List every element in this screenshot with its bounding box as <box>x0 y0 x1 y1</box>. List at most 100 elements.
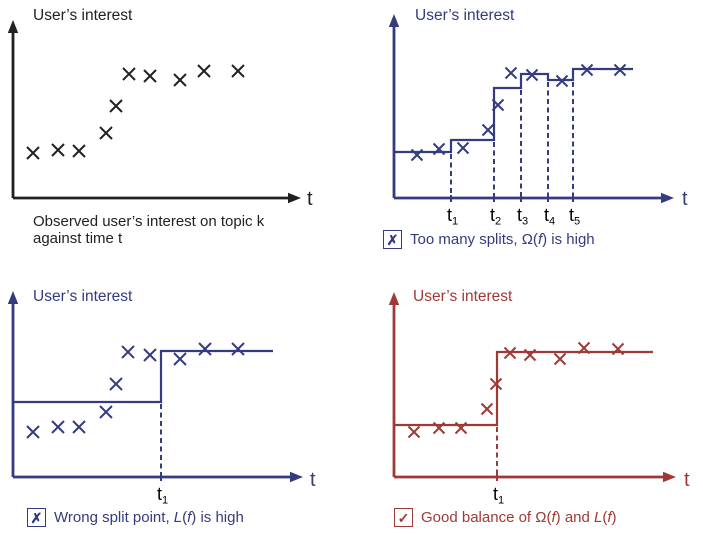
math-symbol: f <box>551 509 556 526</box>
math-symbol: f <box>607 509 612 526</box>
too-many-splits-plot: t1 t2 t3 t4 t5 <box>388 14 674 228</box>
x-axis-arrow-icon <box>661 192 674 204</box>
math-symbol: f <box>187 509 192 526</box>
data-point-x <box>173 352 187 366</box>
data-point-x <box>99 405 113 419</box>
data-point-x <box>231 342 245 356</box>
caption-wrong-split: ✗ Wrong split point, L(f) is high <box>27 508 244 527</box>
data-point-x <box>611 342 625 356</box>
x-axis-label-wrong-split: t <box>310 469 316 491</box>
wrong-split-point-plot: t1 <box>7 291 303 507</box>
step-function-line <box>394 350 653 427</box>
chart-title-wrong-split: User’s interest <box>33 288 133 305</box>
data-point-x <box>555 74 569 88</box>
caption-line-1: Observed user’s interest on topic k <box>33 213 265 230</box>
caption-fragment: Too many splits, <box>410 231 522 248</box>
caption-fragment: ( <box>182 509 188 526</box>
check-icon: ✓ <box>394 508 413 527</box>
caption-fragment: ) <box>611 509 617 526</box>
data-point-x <box>580 63 594 77</box>
data-point-x <box>72 144 86 158</box>
data-point-x <box>26 425 40 439</box>
data-point-x <box>121 345 135 359</box>
data-point-x <box>143 69 157 83</box>
math-symbol: L <box>173 509 183 526</box>
data-point-x <box>456 141 470 155</box>
chart-title-too-many: User’s interest <box>415 7 515 24</box>
caption-fragment: ( <box>602 509 608 526</box>
caption-fragment: ) is high <box>191 509 244 526</box>
caption-fragment: ) and <box>555 509 595 526</box>
data-point-x <box>51 420 65 434</box>
x-axis-label-observed: t <box>307 188 313 210</box>
data-point-x <box>198 342 212 356</box>
data-point-x <box>173 73 187 87</box>
data-point-x <box>109 377 123 391</box>
data-point-x <box>553 352 567 366</box>
math-symbol: L <box>594 509 603 526</box>
caption-fragment: ) is high <box>542 231 595 248</box>
math-symbol: f <box>537 231 543 248</box>
caption-fragment: Ω( <box>535 509 552 526</box>
split-label: t1 <box>157 484 168 507</box>
data-point-x <box>143 348 157 362</box>
observed-interest-plot <box>7 20 301 204</box>
data-point-x <box>481 123 495 137</box>
x-axis-label-good-balance: t <box>684 469 690 491</box>
x-axis-arrow-icon <box>663 471 676 483</box>
data-point-x <box>407 425 421 439</box>
data-point-x <box>410 148 424 162</box>
caption-too-many-splits: ✗ Too many splits, Ω(f) is high <box>383 230 595 249</box>
data-point-x <box>51 143 65 157</box>
step-function-line <box>13 349 273 404</box>
x-axis-arrow-icon <box>288 192 301 204</box>
good-balance-plot: t1 <box>388 292 676 507</box>
chart-title-observed: User’s interest <box>33 7 133 24</box>
ballot-x-icon: ✗ <box>383 230 402 249</box>
data-point-x <box>109 99 123 113</box>
data-point-x <box>454 421 468 435</box>
caption-good-balance: ✓ Good balance of Ω(f) and L(f) <box>394 508 617 527</box>
split-label: t5 <box>569 205 580 228</box>
step-function-line <box>394 67 633 154</box>
x-axis-label-too-many: t <box>682 188 688 210</box>
plots-layer: t1 t2 t3 t4 t5 t1 t1 <box>7 14 676 507</box>
data-point-x <box>122 67 136 81</box>
data-point-x <box>432 421 446 435</box>
caption-fragment: Ω( <box>521 231 538 248</box>
caption-text: Good balance of Ω(f) and L(f) <box>421 510 617 525</box>
data-point-x <box>504 66 518 80</box>
data-point-x <box>432 142 446 156</box>
data-point-x <box>491 98 505 112</box>
data-point-x <box>197 64 211 78</box>
data-point-x <box>480 402 494 416</box>
data-point-x <box>26 146 40 160</box>
caption-text: Too many splits, Ω(f) is high <box>410 232 595 247</box>
y-axis-arrow-icon <box>7 20 19 33</box>
data-point-x <box>231 64 245 78</box>
split-label: t3 <box>517 205 528 228</box>
data-point-x <box>525 68 539 82</box>
x-axis-arrow-icon <box>290 471 303 483</box>
caption-fragment: Wrong split point, <box>54 509 174 526</box>
data-point-x <box>577 341 591 355</box>
y-axis-arrow-icon <box>7 291 19 304</box>
caption-line-2: against time t <box>33 229 123 247</box>
caption-fragment: Good balance of <box>421 509 536 526</box>
y-axis-arrow-icon <box>388 14 400 27</box>
split-label: t2 <box>490 205 501 228</box>
data-point-x <box>523 348 537 362</box>
data-point-x <box>72 420 86 434</box>
chart-title-good-balance: User’s interest <box>413 288 513 305</box>
data-point-x <box>503 346 517 360</box>
data-point-x <box>489 377 503 391</box>
split-label: t1 <box>447 205 458 228</box>
caption-text: Wrong split point, L(f) is high <box>54 510 244 525</box>
split-label: t1 <box>493 484 504 507</box>
caption-observed: Observed user’s interest on topic k agai… <box>33 213 303 247</box>
ballot-x-icon: ✗ <box>27 508 46 527</box>
split-label: t4 <box>544 205 555 228</box>
data-point-x <box>99 126 113 140</box>
